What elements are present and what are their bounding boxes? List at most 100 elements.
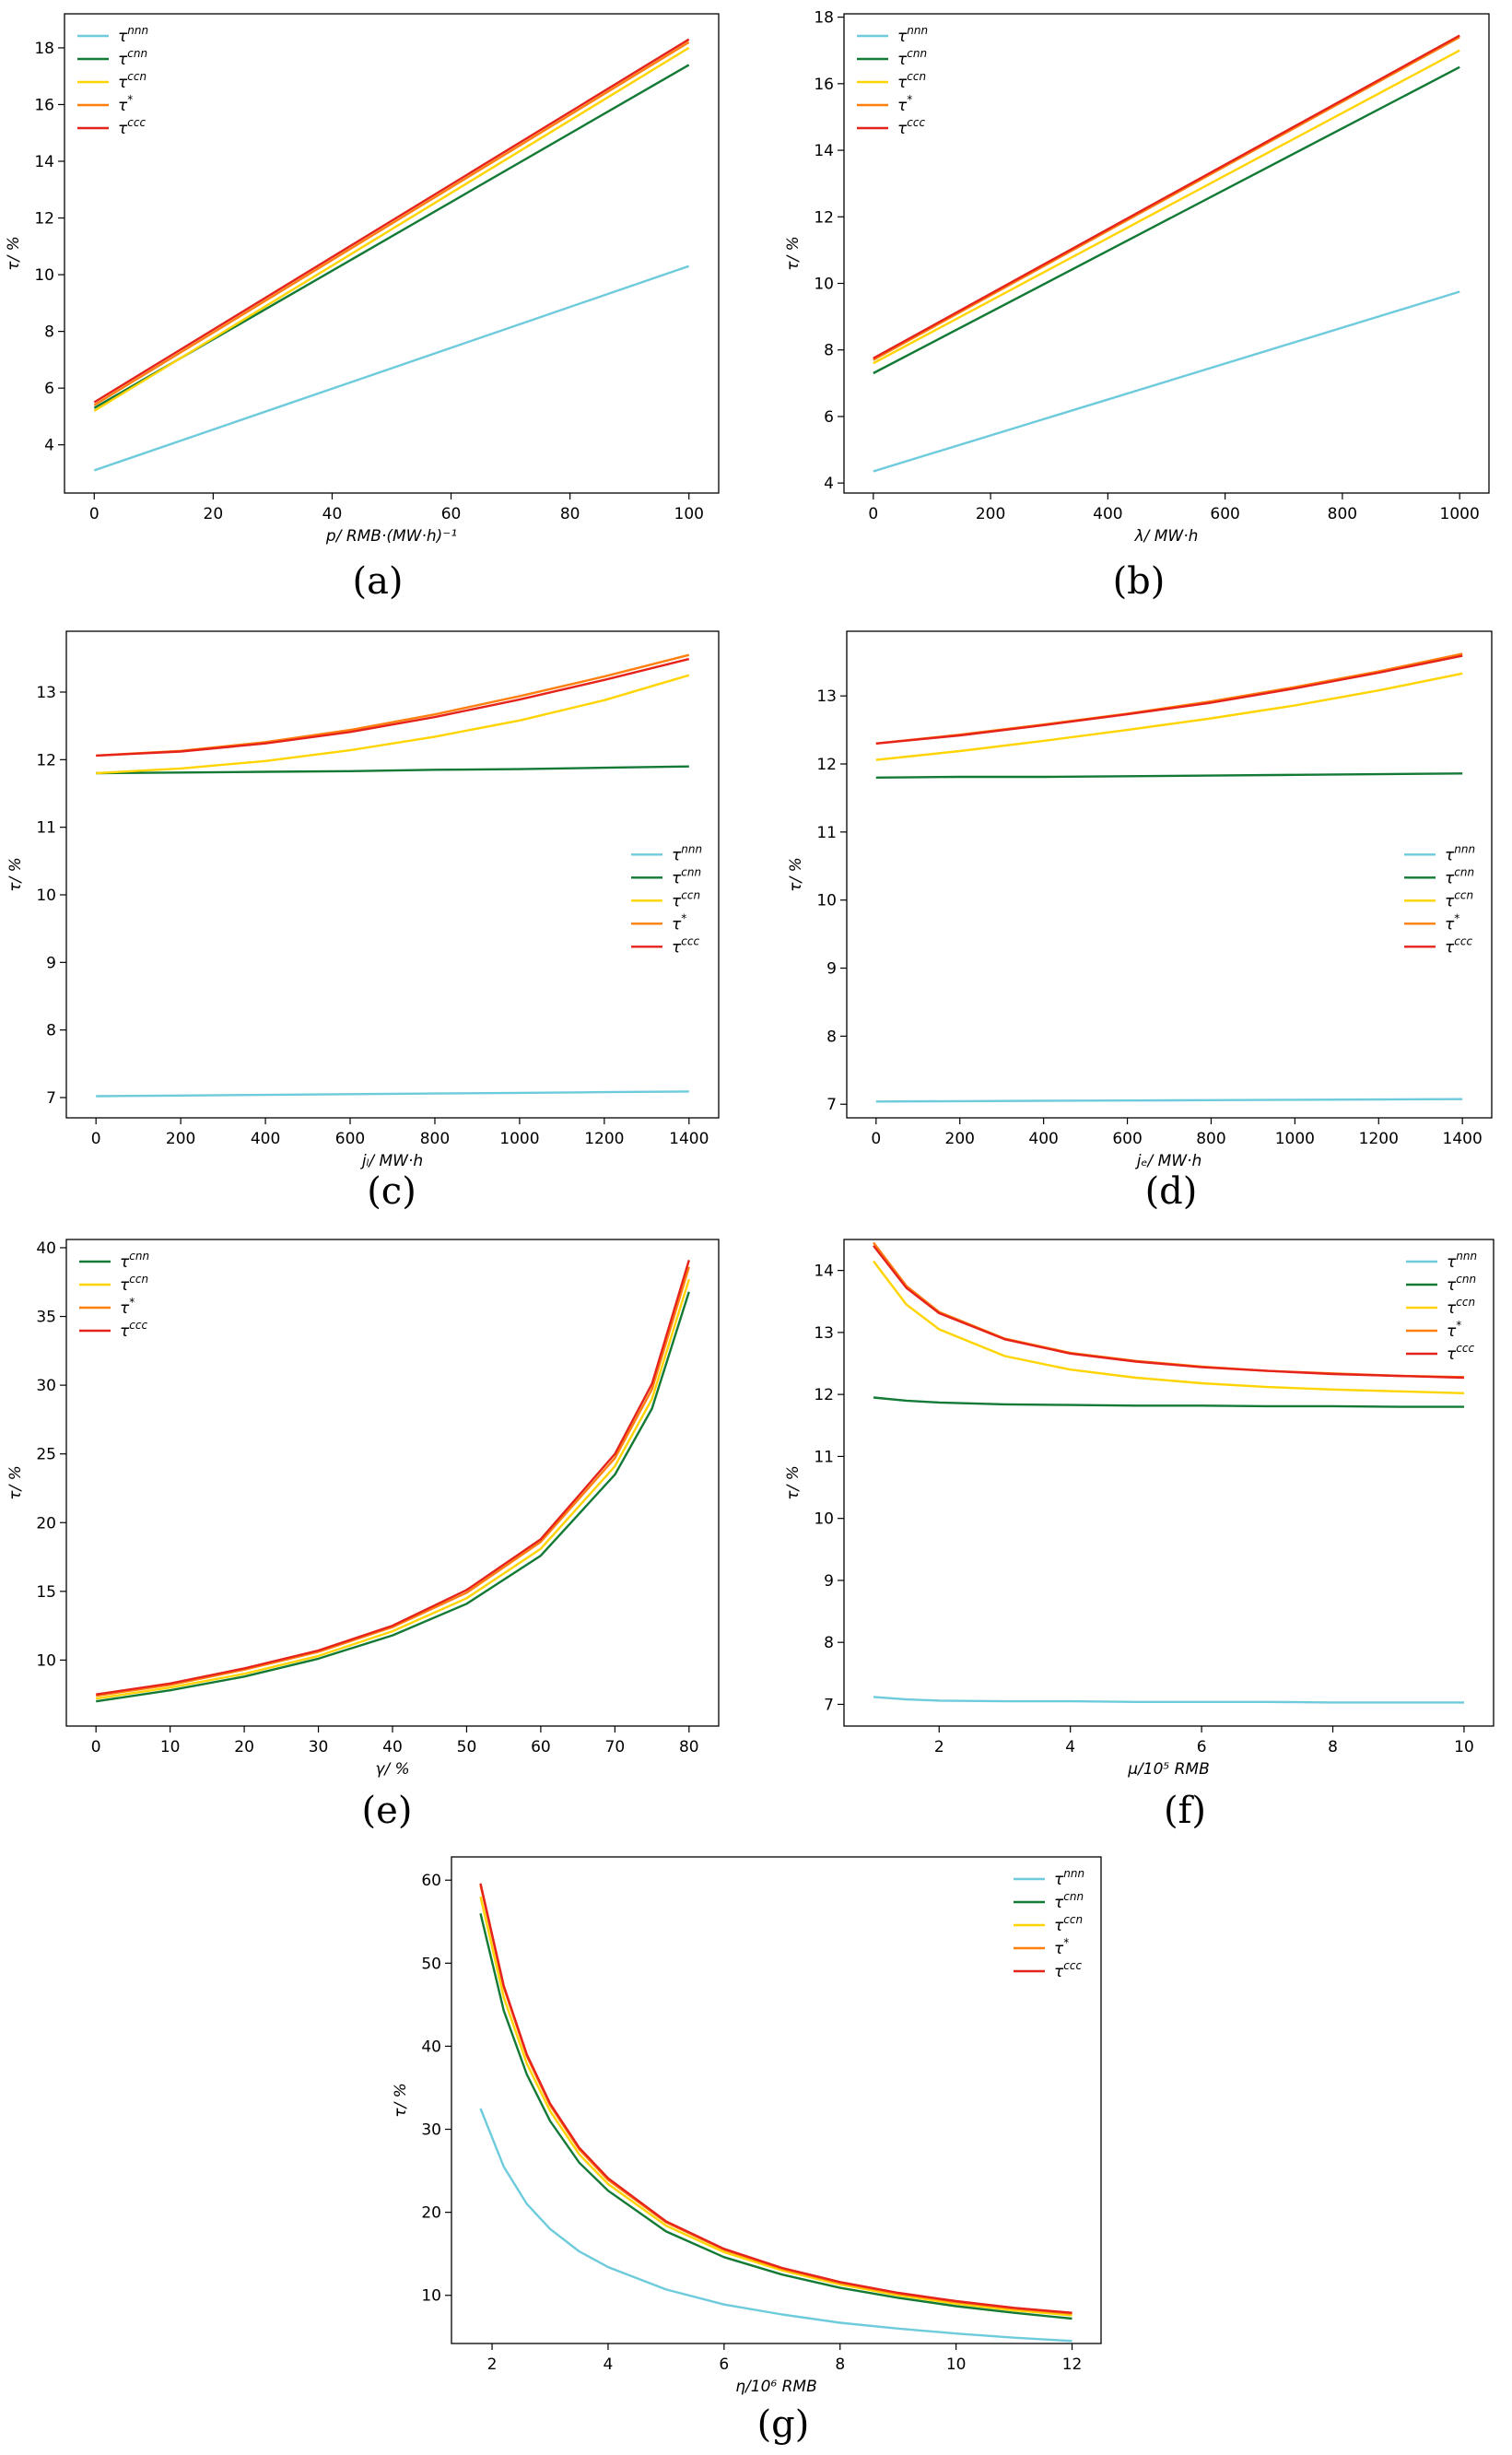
- y-tick-label: 12: [34, 210, 54, 229]
- x-tick-label: 200: [976, 505, 1005, 523]
- x-tick-label: 100: [674, 505, 704, 523]
- y-tick-label: 10: [816, 892, 837, 910]
- x-tick-label: 200: [945, 1130, 975, 1148]
- plot-frame: [65, 630, 720, 1119]
- x-tick-label: 800: [420, 1130, 450, 1148]
- y-tick-label: 14: [814, 1263, 834, 1281]
- y-tick-label: 16: [34, 96, 54, 114]
- series-line-nnn: [93, 264, 690, 472]
- x-tick-label: 80: [560, 505, 580, 523]
- y-tick-label: 4: [824, 475, 834, 493]
- series-line-ccc: [479, 1883, 1072, 2314]
- series-line-nnn: [873, 290, 1460, 473]
- x-axis-label: p/ RMB·(MW·h)⁻¹: [325, 527, 457, 546]
- y-tick-label: 8: [826, 1028, 837, 1046]
- caption-d: (d): [1144, 1170, 1198, 1213]
- y-tick-label: 10: [36, 887, 56, 905]
- y-tick-label: 12: [816, 756, 837, 774]
- x-tick-label: 2: [934, 1738, 944, 1756]
- x-tick-label: 0: [871, 1130, 881, 1148]
- series-line-ccn: [96, 1278, 690, 1700]
- caption-a: (a): [352, 560, 404, 603]
- legend-label-star: τ*: [120, 1296, 135, 1318]
- series-line-ccc: [96, 1260, 690, 1696]
- y-tick-label: 10: [814, 276, 834, 294]
- y-tick-label: 8: [46, 1022, 56, 1040]
- y-axis-label: τ/ %: [392, 2083, 410, 2118]
- x-tick-label: 0: [91, 1130, 101, 1148]
- legend-label-ccn: τccn: [897, 70, 926, 92]
- y-tick-label: 11: [36, 819, 56, 838]
- chart-panel-a: 0 20 40 60 80 100 4 6 8 10 12 14 16 18 p/ RMB·(MW·h)⁻¹…: [0, 0, 756, 617]
- y-tick-label: 35: [36, 1309, 56, 1327]
- y-tick-label: 7: [824, 1696, 834, 1714]
- series-line-cnn: [96, 1291, 690, 1703]
- x-tick-label: 1200: [584, 1130, 624, 1148]
- chart-d: 0 200 400 600 800 1000 1200 1400 7 8 9 10 11 12 13 jₑ/ …: [787, 630, 1493, 1170]
- series-line-cnn: [873, 65, 1460, 375]
- y-tick-label: 12: [36, 751, 56, 769]
- caption-f: (f): [1163, 1790, 1206, 1832]
- y-tick-label: 11: [814, 1448, 834, 1466]
- series-line-star: [96, 653, 690, 758]
- x-tick-label: 400: [1028, 1130, 1058, 1148]
- y-tick-label: 12: [814, 208, 834, 227]
- y-tick-label: 15: [36, 1583, 56, 1602]
- y-tick-label: 13: [814, 1324, 834, 1343]
- legend-label-nnn: τnnn: [118, 24, 148, 46]
- y-tick-label: 40: [421, 2038, 441, 2056]
- x-tick-label: 70: [605, 1738, 626, 1756]
- series-line-ccc: [873, 34, 1460, 359]
- plot-frame: [65, 1239, 720, 1727]
- x-tick-label: 10: [1454, 1738, 1474, 1756]
- y-tick-label: 13: [816, 687, 837, 706]
- plot-frame: [843, 1239, 1494, 1727]
- legend-label-star: τ*: [897, 93, 912, 115]
- series-line-ccn: [96, 674, 690, 775]
- x-tick-label: 8: [835, 2355, 845, 2374]
- caption-c: (c): [367, 1170, 416, 1213]
- series-line-ccn: [875, 672, 1463, 761]
- y-tick-label: 7: [826, 1096, 837, 1114]
- legend-label-ccn: τccn: [1445, 888, 1473, 910]
- chart-a: 0 20 40 60 80 100 4 6 8 10 12 14 16 18 p/ RMB·(MW·h)⁻¹…: [5, 13, 720, 546]
- legend-label-ccn: τccn: [1447, 1296, 1475, 1318]
- x-tick-label: 200: [166, 1130, 195, 1148]
- series-line-ccn: [873, 1260, 1465, 1394]
- chart-panel-c: 0 200 400 600 800 1000 1200 1400 7 8 9 10 11 12 13 jₗ/ …: [0, 617, 756, 1226]
- legend-label-ccn: τccn: [672, 888, 700, 910]
- x-axis-label: λ/ MW·h: [1134, 527, 1199, 546]
- x-tick-label: 20: [234, 1738, 254, 1756]
- legend-label-cnn: τcnn: [1447, 1273, 1476, 1295]
- series-line-ccn: [93, 46, 690, 412]
- y-tick-label: 8: [44, 323, 54, 342]
- y-tick-label: 8: [824, 342, 834, 360]
- x-tick-label: 400: [1093, 505, 1122, 523]
- y-tick-label: 10: [421, 2287, 441, 2306]
- y-axis-label: τ/ %: [787, 857, 805, 892]
- y-tick-label: 12: [814, 1386, 834, 1404]
- series-line-star: [875, 652, 1463, 745]
- series-line-ccc: [93, 38, 690, 404]
- legend-label-ccn: τccn: [118, 70, 147, 92]
- series-line-nnn: [96, 1090, 689, 1098]
- x-tick-label: 4: [604, 2355, 614, 2374]
- x-tick-label: 400: [251, 1130, 280, 1148]
- x-tick-label: 60: [531, 1738, 551, 1756]
- chart-g: 2 4 6 8 10 12 10 20 30 40 50 60 η/10⁶ RMB τ/ % τnnnτcn…: [392, 1856, 1102, 2396]
- x-tick-label: 1400: [1443, 1130, 1483, 1148]
- chart-b: 0 200 400 600 800 1000 4 6 8 10 12 14 16 18 λ/ MW·h τ/ …: [784, 9, 1490, 546]
- legend-label-ccc: τccc: [897, 116, 925, 138]
- series-line-ccc: [873, 1244, 1465, 1380]
- legend-label-nnn: τnnn: [672, 842, 702, 864]
- series-line-cnn: [96, 765, 689, 775]
- y-tick-label: 13: [36, 684, 56, 702]
- x-tick-label: 0: [89, 505, 100, 523]
- y-axis-label: τ/ %: [6, 857, 25, 892]
- series-line-ccc: [96, 657, 690, 758]
- series-line-ccn: [479, 1896, 1072, 2317]
- y-tick-label: 4: [44, 437, 54, 455]
- y-tick-label: 9: [824, 1572, 834, 1591]
- x-tick-label: 600: [1112, 1130, 1142, 1148]
- chart-e: 0 10 20 30 40 50 60 70 80 10 15 20 25 30 35 40 γ/ % τ/ % τ…: [6, 1239, 720, 1779]
